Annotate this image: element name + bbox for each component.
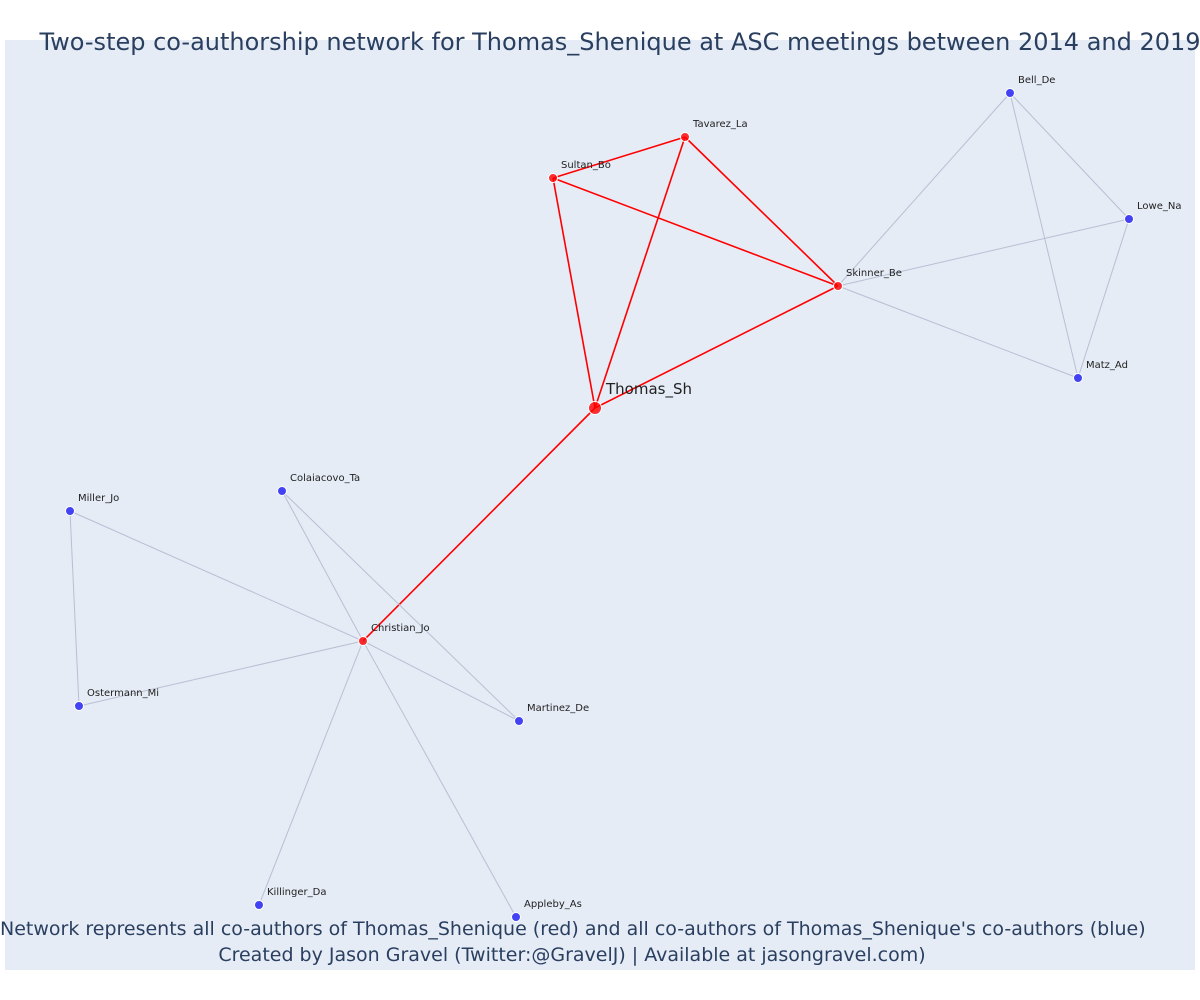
node-Miller_Jo[interactable]	[65, 506, 75, 516]
edge-Skinner_Be-Lowe_Na	[837, 218, 1130, 287]
node-Christian_Jo[interactable]	[358, 636, 368, 646]
node-label-Christian_Jo: Christian_Jo	[371, 623, 430, 634]
edge-Sultan_Bo-Skinner_Be	[552, 177, 839, 287]
edge-Colaiacovo_Ta-Martinez_De	[281, 490, 520, 722]
edge-Skinner_Be-Bell_De	[837, 92, 1011, 287]
node-Sultan_Bo[interactable]	[548, 173, 558, 183]
node-label-Matz_Ad: Matz_Ad	[1086, 360, 1128, 371]
node-label-Sultan_Bo: Sultan_Bo	[561, 160, 611, 171]
edge-Christian_Jo-Killinger_Da	[258, 640, 364, 906]
node-label-Lowe_Na: Lowe_Na	[1137, 201, 1181, 212]
node-Colaiacovo_Ta[interactable]	[277, 486, 287, 496]
edge-Thomas_Sh-Sultan_Bo	[552, 177, 596, 409]
edge-Tavarez_La-Skinner_Be	[684, 136, 839, 287]
node-label-Bell_De: Bell_De	[1018, 75, 1055, 86]
node-Matz_Ad[interactable]	[1073, 373, 1083, 383]
node-label-Martinez_De: Martinez_De	[527, 703, 589, 714]
edges-layer	[69, 92, 1130, 918]
chart-title: Two-step co-authorship network for Thoma…	[39, 28, 1200, 56]
node-label-Killinger_Da: Killinger_Da	[267, 887, 326, 898]
edge-Bell_De-Lowe_Na	[1009, 92, 1130, 220]
edge-Christian_Jo-Ostermann_Mi	[78, 640, 364, 707]
node-label-Tavarez_La: Tavarez_La	[692, 119, 748, 130]
footer-credit: Created by Jason Gravel (Twitter:@Gravel…	[218, 944, 926, 966]
edge-Lowe_Na-Matz_Ad	[1077, 218, 1130, 379]
node-Ostermann_Mi[interactable]	[74, 701, 84, 711]
footer-description: Network represents all co-authors of Tho…	[0, 918, 1146, 940]
node-Killinger_Da[interactable]	[254, 900, 264, 910]
edge-Thomas_Sh-Christian_Jo	[362, 407, 596, 642]
edge-Thomas_Sh-Tavarez_La	[594, 136, 686, 409]
edge-Miller_Jo-Ostermann_Mi	[69, 510, 80, 707]
node-Thomas_Sh[interactable]	[588, 401, 602, 415]
node-Martinez_De[interactable]	[514, 716, 524, 726]
node-Lowe_Na[interactable]	[1124, 214, 1134, 224]
node-label-Skinner_Be: Skinner_Be	[846, 268, 902, 279]
node-Appleby_As[interactable]	[511, 912, 521, 922]
edge-Christian_Jo-Colaiacovo_Ta	[281, 490, 364, 642]
edge-Christian_Jo-Appleby_As	[362, 640, 517, 918]
node-label-Ostermann_Mi: Ostermann_Mi	[87, 688, 159, 699]
node-label-Appleby_As: Appleby_As	[524, 899, 582, 910]
node-label-Miller_Jo: Miller_Jo	[78, 493, 119, 504]
nodes-layer	[65, 88, 1134, 922]
edge-Christian_Jo-Miller_Jo	[69, 510, 364, 642]
node-Bell_De[interactable]	[1005, 88, 1015, 98]
node-Skinner_Be[interactable]	[833, 281, 843, 291]
edge-Bell_De-Matz_Ad	[1009, 92, 1079, 379]
labels-layer: Thomas_Sh Sultan_Bo Tavarez_La Skinner_Be Ch…	[78, 75, 1181, 910]
node-label-Thomas_Sh: Thomas_Sh	[605, 380, 692, 399]
node-label-Colaiacovo_Ta: Colaiacovo_Ta	[290, 473, 360, 484]
edge-Skinner_Be-Matz_Ad	[837, 285, 1079, 379]
node-Tavarez_La[interactable]	[680, 132, 690, 142]
edge-Christian_Jo-Martinez_De	[362, 640, 520, 722]
edge-Sultan_Bo-Tavarez_La	[552, 136, 686, 179]
edge-Thomas_Sh-Skinner_Be	[594, 285, 839, 409]
